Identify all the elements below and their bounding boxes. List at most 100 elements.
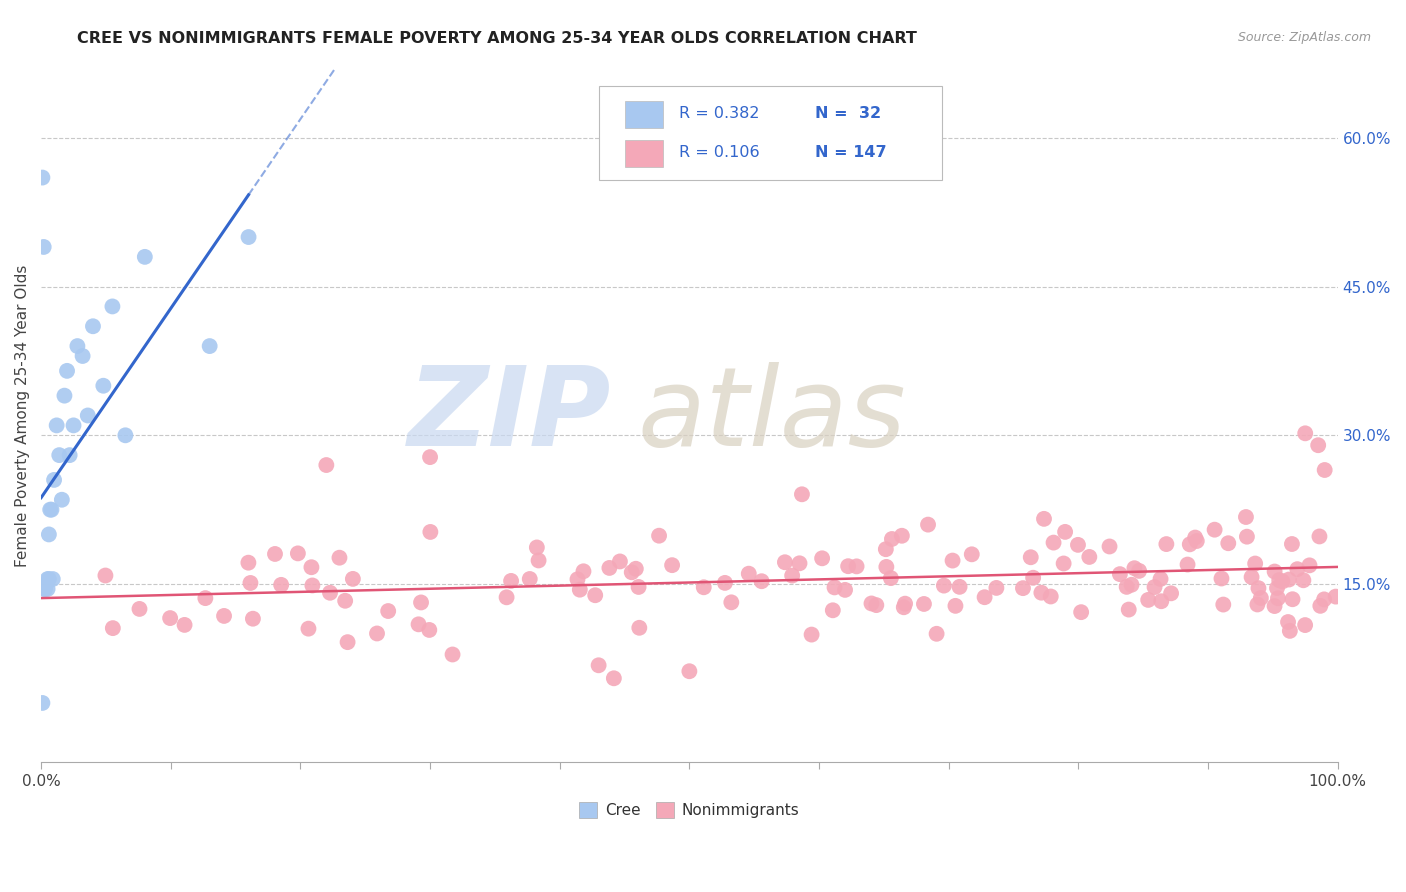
Point xyxy=(973,591,995,605)
Point xyxy=(519,572,541,586)
Point xyxy=(93,378,115,392)
Point xyxy=(34,582,56,596)
Point xyxy=(495,591,517,605)
Point xyxy=(1294,618,1316,632)
Point xyxy=(960,547,983,561)
Point xyxy=(128,602,150,616)
Point xyxy=(628,621,651,635)
Point xyxy=(1022,571,1045,585)
Point xyxy=(1286,562,1309,576)
Point xyxy=(419,524,441,539)
Point xyxy=(301,578,323,592)
Point xyxy=(1054,524,1077,539)
Point xyxy=(1247,581,1270,595)
Point xyxy=(53,389,76,403)
Point xyxy=(134,250,156,264)
Point xyxy=(1185,534,1208,549)
Point xyxy=(624,562,647,576)
Point xyxy=(894,597,917,611)
Point xyxy=(1244,557,1267,571)
Point xyxy=(198,339,221,353)
Point xyxy=(1264,599,1286,613)
Point xyxy=(336,635,359,649)
Point xyxy=(38,527,60,541)
Point xyxy=(1250,591,1272,605)
Point xyxy=(738,566,761,581)
Point xyxy=(1308,438,1330,452)
Point xyxy=(194,591,217,606)
Point xyxy=(661,558,683,573)
Point xyxy=(101,621,124,635)
Point xyxy=(1149,572,1171,586)
Point xyxy=(603,671,626,685)
Point xyxy=(35,577,58,591)
Point xyxy=(1070,605,1092,619)
Text: Source: ZipAtlas.com: Source: ZipAtlas.com xyxy=(1237,31,1371,45)
Point xyxy=(297,622,319,636)
Point xyxy=(568,582,591,597)
Point xyxy=(917,517,939,532)
Point xyxy=(328,550,350,565)
Point xyxy=(1313,592,1336,607)
Point xyxy=(1240,570,1263,584)
Point xyxy=(342,572,364,586)
Point xyxy=(101,300,124,314)
Legend: Cree, Nonimmigrants: Cree, Nonimmigrants xyxy=(574,796,806,824)
Point xyxy=(441,648,464,662)
Point xyxy=(1271,574,1294,589)
Point xyxy=(62,418,84,433)
Point xyxy=(1278,573,1301,587)
Text: atlas: atlas xyxy=(637,362,905,469)
Point xyxy=(1281,537,1303,551)
Point xyxy=(1212,598,1234,612)
Point xyxy=(32,582,55,596)
Text: N = 147: N = 147 xyxy=(815,145,887,161)
Point xyxy=(1265,581,1288,595)
Point xyxy=(834,582,856,597)
Point xyxy=(1128,564,1150,578)
Point xyxy=(1278,624,1301,638)
Point xyxy=(609,554,631,568)
Point xyxy=(948,580,970,594)
Point xyxy=(1052,557,1074,571)
Point xyxy=(932,579,955,593)
Point xyxy=(800,627,823,641)
Point xyxy=(38,572,60,586)
Text: R = 0.382: R = 0.382 xyxy=(679,106,759,121)
Point xyxy=(315,458,337,472)
Point xyxy=(790,487,813,501)
Point xyxy=(780,568,803,582)
Point xyxy=(1267,591,1289,606)
Point xyxy=(270,578,292,592)
Point xyxy=(159,611,181,625)
Point xyxy=(42,473,65,487)
Point xyxy=(751,574,773,589)
Point xyxy=(860,597,883,611)
Point xyxy=(31,696,53,710)
Point xyxy=(1184,531,1206,545)
Point xyxy=(598,561,620,575)
Point xyxy=(1211,572,1233,586)
Point xyxy=(301,560,323,574)
Bar xyxy=(624,140,664,168)
Point xyxy=(94,568,117,582)
Point xyxy=(31,170,53,185)
Point xyxy=(409,595,432,609)
Point xyxy=(1281,592,1303,607)
Point xyxy=(880,571,903,585)
Point xyxy=(890,529,912,543)
Point xyxy=(1308,529,1330,543)
Point xyxy=(1033,512,1056,526)
Point xyxy=(1118,602,1140,616)
Point xyxy=(238,230,260,244)
Point xyxy=(837,559,859,574)
Point xyxy=(212,609,235,624)
Point xyxy=(1234,510,1257,524)
Point xyxy=(1204,523,1226,537)
Point xyxy=(1150,594,1173,608)
Point xyxy=(1039,590,1062,604)
Point xyxy=(526,541,548,555)
Point xyxy=(1109,567,1132,582)
Point xyxy=(693,580,716,594)
Point xyxy=(1115,580,1137,594)
